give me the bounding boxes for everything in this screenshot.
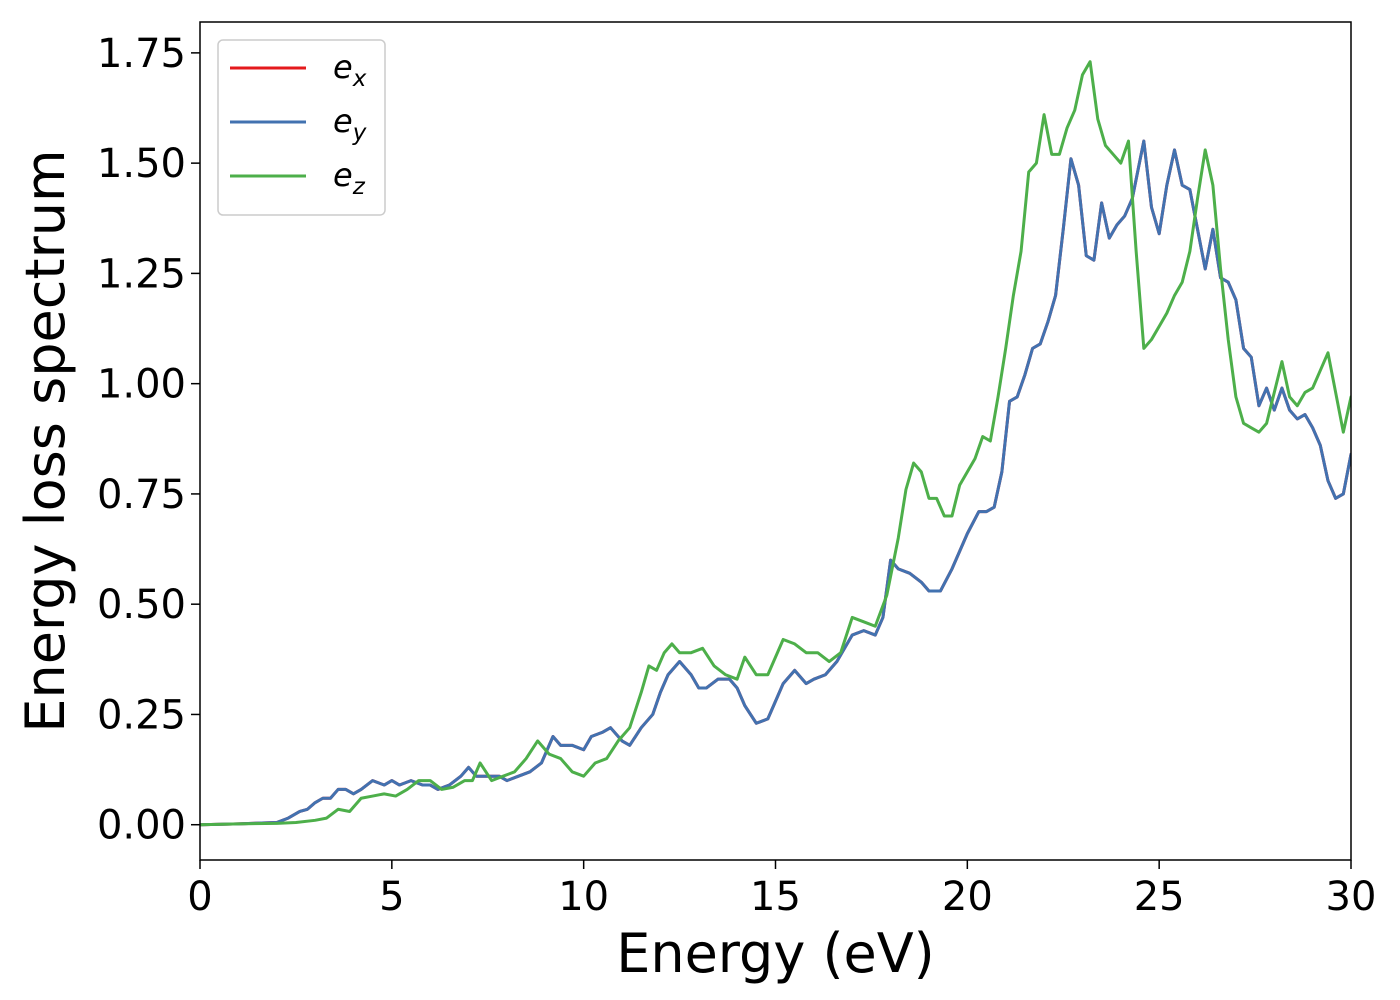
x-tick-label: 20 xyxy=(942,874,993,920)
x-tick-label: 10 xyxy=(558,874,609,920)
series-line-e-x xyxy=(200,139,1351,827)
axes-layer: 0 5 10 15 20 25 30 0.00 0.25 0.50 0.75 1.00 1.25 1.50… xyxy=(97,31,1377,920)
x-axis-title: Energy (eV) xyxy=(616,922,935,985)
x-tick-label: 5 xyxy=(379,874,404,920)
y-tick-label: 0.75 xyxy=(97,472,186,518)
x-tick-label: 25 xyxy=(1134,874,1185,920)
series-layer xyxy=(200,60,1351,827)
legend-label-e-y: ey xyxy=(333,102,367,146)
y-tick-label: 1.75 xyxy=(97,31,186,77)
y-axis-title: Energy loss spectrum xyxy=(14,149,77,732)
legend-label-e-x: ex xyxy=(333,48,367,92)
series-line-e-z xyxy=(200,60,1351,827)
y-tick-label: 0.50 xyxy=(97,582,186,628)
y-tick-label: 1.25 xyxy=(97,251,186,297)
legend-label-e-z: ez xyxy=(333,156,366,200)
y-tick-label: 1.50 xyxy=(97,141,186,187)
x-tick-label: 30 xyxy=(1326,874,1377,920)
series-line-e-y xyxy=(200,139,1351,827)
legend: ex ey ez xyxy=(217,39,386,216)
y-tick-label: 0.25 xyxy=(97,692,186,738)
x-tick-label: 15 xyxy=(750,874,801,920)
legend-box xyxy=(217,39,386,216)
x-tick-label: 0 xyxy=(187,874,212,920)
y-tick-label: 1.00 xyxy=(97,362,186,408)
y-tick-label: 0.00 xyxy=(97,803,186,849)
